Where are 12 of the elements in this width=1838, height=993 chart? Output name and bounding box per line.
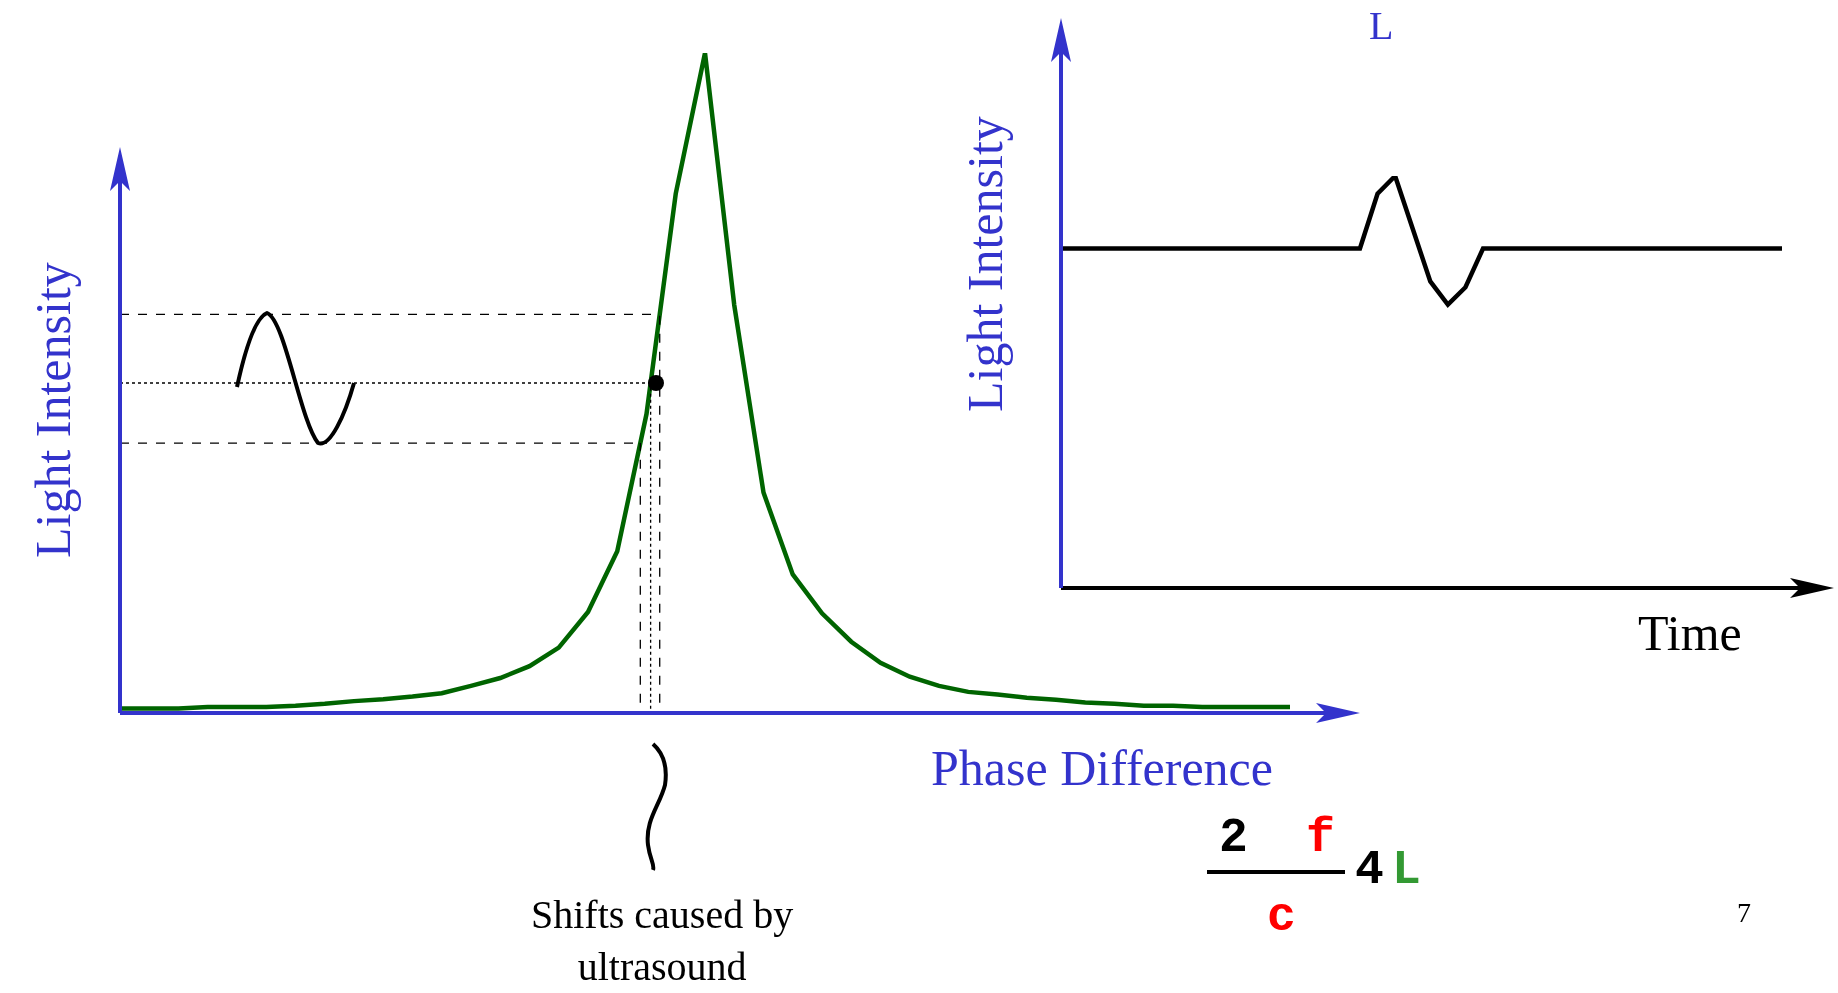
text: L xyxy=(1369,3,1394,48)
text: f xyxy=(1306,811,1335,865)
text: Shifts caused by ultrasound xyxy=(531,892,794,989)
y-axis-title: Light Intensity xyxy=(957,116,1013,412)
text: 2 xyxy=(1219,811,1248,865)
text: 4 xyxy=(1355,843,1384,897)
x-axis-title: Time xyxy=(1638,605,1742,661)
text: L xyxy=(1392,843,1421,897)
text: 7 xyxy=(1737,897,1751,928)
text: c xyxy=(1267,890,1296,944)
y-axis-title: Light Intensity xyxy=(25,262,81,558)
x-axis-title: Phase Difference xyxy=(931,740,1273,796)
